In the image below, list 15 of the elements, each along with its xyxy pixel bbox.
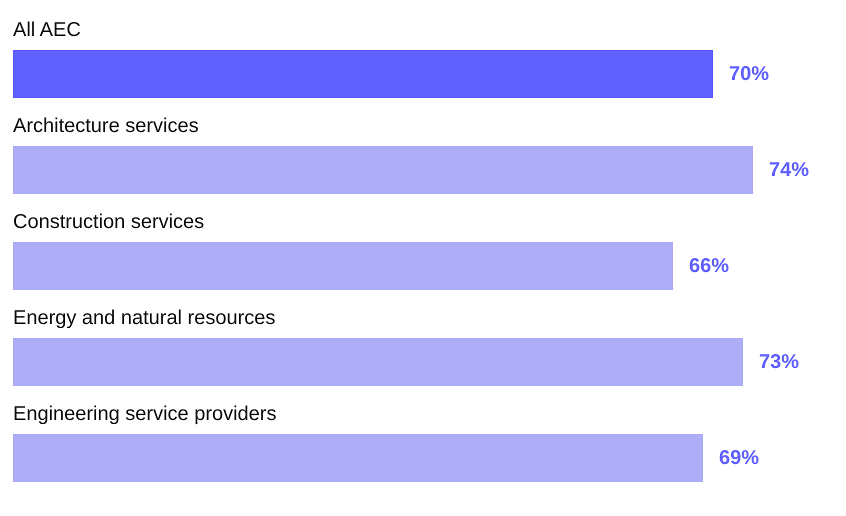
y-tick-label: Construction services xyxy=(13,211,204,233)
data-label: 73% xyxy=(759,351,800,373)
y-tick-label: Energy and natural resources xyxy=(13,307,276,329)
bar xyxy=(13,434,703,482)
bar xyxy=(13,146,753,194)
y-tick-label: All AEC xyxy=(13,19,81,41)
bar xyxy=(13,242,673,290)
data-label: 66% xyxy=(689,255,730,277)
data-label: 74% xyxy=(769,159,810,181)
y-tick-label: Architecture services xyxy=(13,115,199,137)
y-tick-label: Engineering service providers xyxy=(13,403,276,425)
bar xyxy=(13,50,713,98)
data-label: 69% xyxy=(719,447,760,469)
data-label: 70% xyxy=(729,63,770,85)
bar xyxy=(13,338,743,386)
